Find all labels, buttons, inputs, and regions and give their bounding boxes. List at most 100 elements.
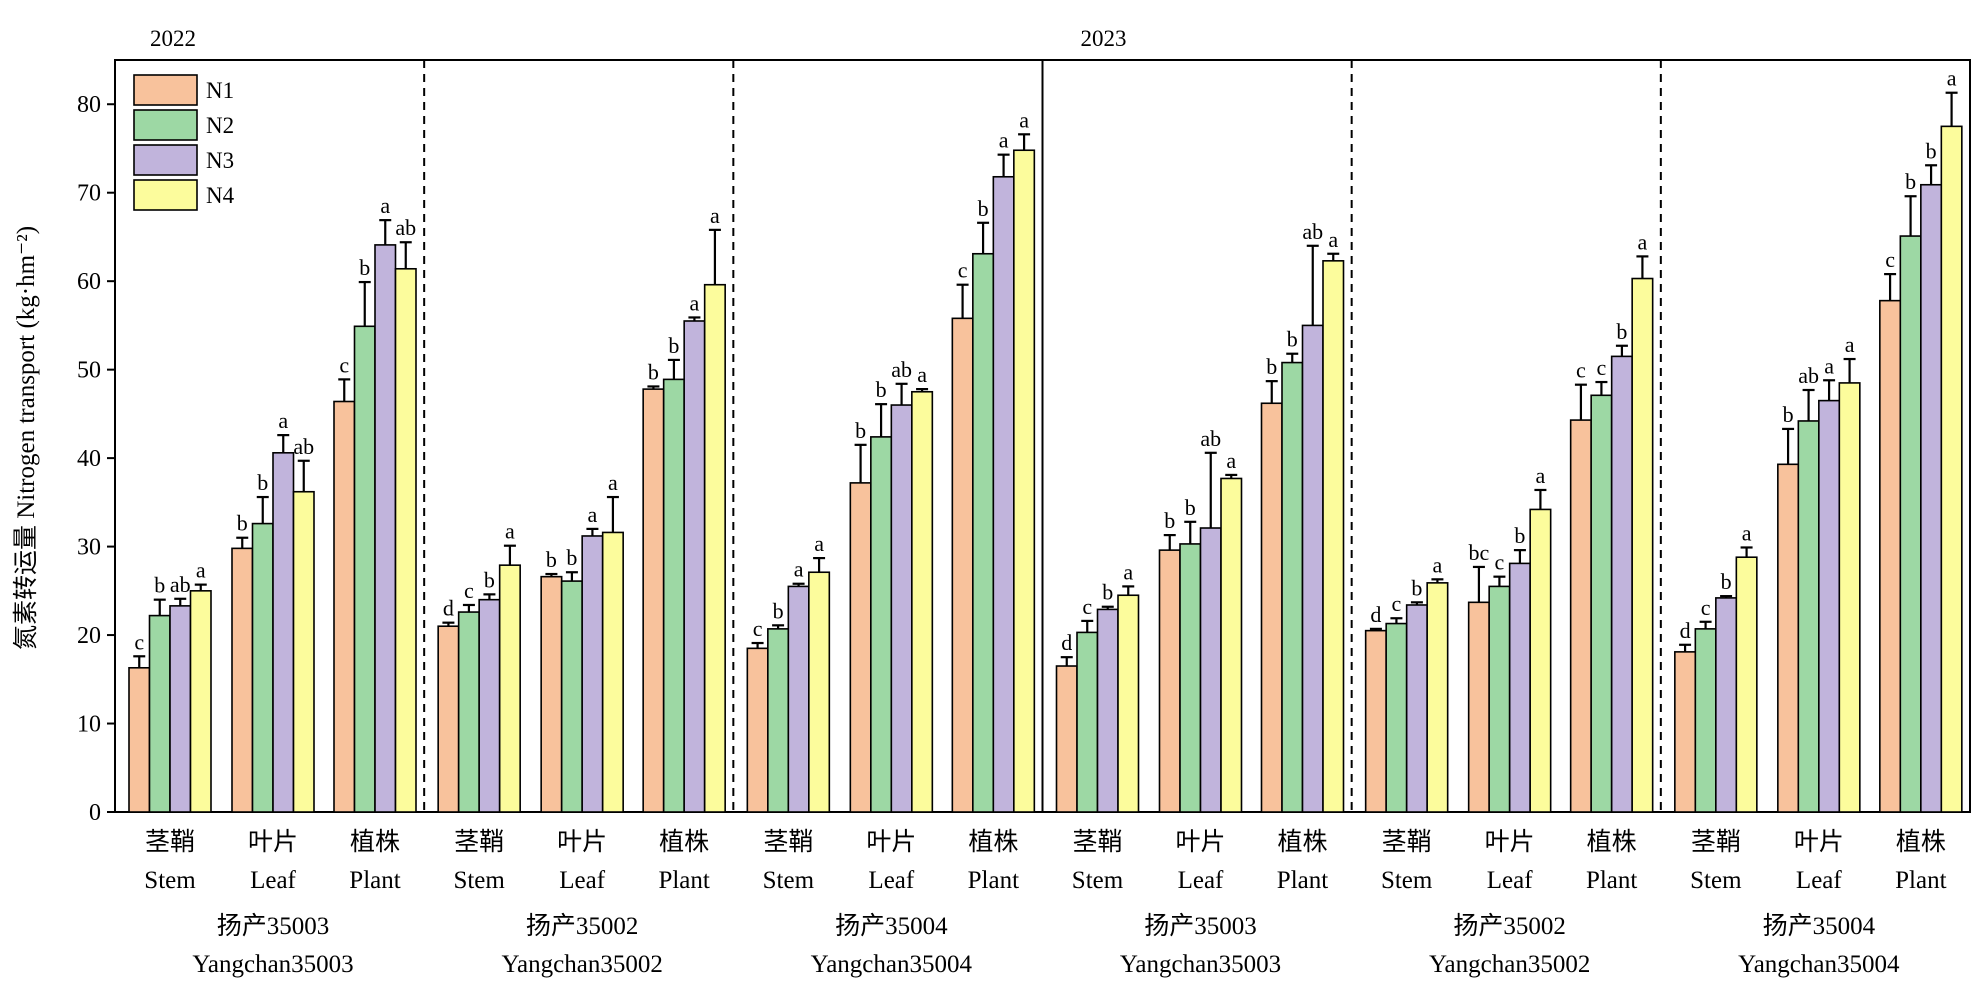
bar — [1569, 419, 1592, 813]
significance-letter: b — [154, 573, 165, 598]
y-tick-label: 80 — [77, 92, 101, 118]
significance-letter: a — [1845, 332, 1855, 357]
bar — [1694, 628, 1717, 813]
significance-letter: a — [1019, 107, 1029, 132]
organ-label-zh: 茎鞘 — [454, 828, 504, 856]
year-label: 2022 — [150, 26, 196, 51]
cultivar-label-zh: 扬产35002 — [526, 912, 639, 940]
cultivar-label-zh: 扬产35003 — [217, 912, 330, 940]
legend: N1 N2 N3 N4 — [133, 74, 235, 211]
significance-letter: b — [1783, 402, 1794, 427]
bar — [498, 564, 521, 813]
significance-letter: a — [196, 558, 206, 583]
bar — [1488, 585, 1511, 813]
bar — [581, 535, 604, 813]
legend-swatch — [133, 144, 198, 176]
significance-letter: ab — [1798, 363, 1819, 388]
significance-letter: a — [608, 470, 618, 495]
y-axis-label: 氮素转运量 Nitrogen transport (kg·hm⁻²) — [12, 226, 40, 650]
legend-label: N4 — [206, 183, 235, 208]
significance-letter: b — [1514, 523, 1525, 548]
cultivar-label-en: Yangchan35002 — [501, 951, 662, 978]
organ-label-zh: 叶片 — [248, 828, 298, 856]
bar — [1777, 463, 1800, 813]
significance-letter: a — [1123, 559, 1133, 584]
significance-letter: a — [1536, 463, 1546, 488]
significance-letter: c — [1885, 247, 1895, 272]
bar — [1220, 477, 1243, 813]
organ-label-en: Stem — [763, 867, 815, 894]
cultivar-label-en: Yangchan35002 — [1429, 951, 1590, 978]
bar — [767, 628, 790, 813]
bar — [148, 614, 171, 813]
significance-letter: b — [648, 359, 659, 384]
bar — [951, 317, 974, 813]
organ-label-en: Plant — [1895, 867, 1946, 894]
significance-letter: b — [773, 598, 784, 623]
bar — [1013, 149, 1036, 813]
significance-letter: a — [794, 557, 804, 582]
significance-letter: b — [1411, 575, 1422, 600]
cultivar-label-en: Yangchan35004 — [811, 951, 973, 978]
significance-letter: ab — [1200, 426, 1221, 451]
bar — [560, 580, 583, 813]
organ-label-zh: 叶片 — [1485, 828, 1535, 856]
significance-letter: b — [1905, 169, 1916, 194]
significance-letter: a — [1742, 520, 1752, 545]
bar — [1322, 260, 1345, 813]
bar — [601, 531, 624, 813]
bar — [890, 404, 913, 813]
bar — [169, 605, 192, 813]
cultivar-label-en: Yangchan35003 — [1120, 951, 1281, 978]
bar — [1405, 604, 1428, 813]
bar — [1260, 402, 1283, 813]
significance-letter: b — [359, 255, 370, 280]
significance-letter: b — [566, 545, 577, 570]
significance-letter: ab — [1302, 219, 1323, 244]
bar — [1096, 608, 1119, 813]
legend-label: N3 — [206, 148, 234, 173]
organ-label-en: Leaf — [250, 867, 296, 894]
significance-letter: b — [257, 470, 268, 495]
bar — [1426, 582, 1449, 813]
legend-label: N1 — [206, 78, 234, 103]
bar — [911, 390, 934, 813]
significance-letter: a — [999, 128, 1009, 153]
significance-letter: c — [753, 616, 763, 641]
significance-letter: b — [1266, 354, 1277, 379]
bar — [1818, 399, 1841, 813]
bar — [1879, 299, 1902, 813]
organ-label-en: Leaf — [1796, 867, 1842, 894]
significance-letter: a — [588, 502, 598, 527]
significance-letter: b — [1721, 569, 1732, 594]
bar — [662, 378, 685, 813]
cultivar-label-zh: 扬产35004 — [1763, 912, 1876, 940]
bar — [457, 611, 480, 813]
bar — [642, 388, 665, 813]
bar — [1117, 594, 1140, 813]
significance-letter: b — [1616, 319, 1627, 344]
organ-label-zh: 叶片 — [557, 828, 607, 856]
significance-letter: c — [958, 258, 968, 283]
bar — [540, 575, 563, 813]
significance-letter: b — [668, 333, 679, 358]
bar — [1364, 629, 1387, 813]
significance-letter: ab — [891, 357, 912, 382]
bar — [1797, 420, 1820, 813]
significance-letter: b — [237, 511, 248, 536]
bar — [1281, 361, 1304, 813]
bar — [746, 647, 769, 813]
significance-letter: a — [1433, 552, 1443, 577]
bar — [683, 320, 706, 813]
y-tick-label: 20 — [77, 623, 101, 649]
significance-letter: b — [1185, 495, 1196, 520]
significance-letter: c — [1082, 594, 1092, 619]
significance-letter: bc — [1469, 540, 1490, 565]
bar — [272, 452, 295, 813]
cultivar-label-zh: 扬产35004 — [835, 912, 948, 940]
bar — [1715, 597, 1738, 813]
organ-label-en: Stem — [1381, 867, 1433, 894]
significance-letter: d — [443, 596, 454, 621]
bar — [478, 598, 501, 813]
significance-letter: ab — [170, 572, 191, 597]
